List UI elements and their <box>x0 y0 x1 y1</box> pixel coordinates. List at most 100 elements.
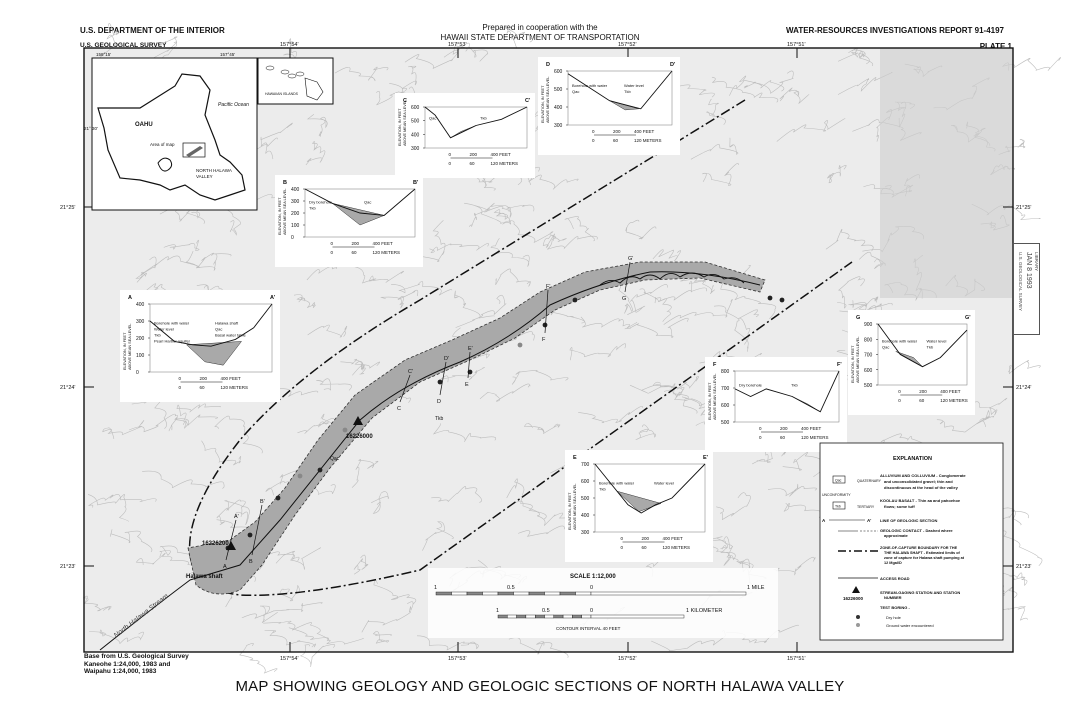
contour-line <box>216 499 246 526</box>
inset-latitude: 21° 30' <box>84 126 98 131</box>
y-tick-label: 100 <box>291 223 300 229</box>
section-annotation: Water level <box>927 338 947 343</box>
terrain-shade <box>880 48 1013 298</box>
ground-water-icon <box>856 623 860 627</box>
contour-line <box>305 141 326 166</box>
dry-hole-boring-icon <box>572 297 578 303</box>
base-credit: Base from U.S. Geological Survey Kaneohe… <box>84 653 189 676</box>
contour-line <box>690 137 739 160</box>
map-title: MAP SHOWING GEOLOGY AND GEOLOGIC SECTION… <box>235 678 845 695</box>
section-line <box>399 374 411 403</box>
section-annotation: Tkb <box>927 344 934 349</box>
section-line-description: LINE OF GEOLOGIC SECTION <box>880 518 937 523</box>
scale-label: 400 FEET <box>221 376 242 381</box>
y-tick-label: 700 <box>721 386 730 392</box>
scale-label: 0 <box>449 161 452 166</box>
section-panel <box>275 175 423 267</box>
y-axis-label: ELEVATION, IN FEET <box>708 382 712 420</box>
basalt-description: flows; some tuff <box>884 504 915 509</box>
contour-line <box>455 294 507 328</box>
section-annotation: Pearl Harbor aquifer <box>154 338 191 343</box>
scale-label: 60 <box>919 398 925 403</box>
contour-line <box>625 219 657 240</box>
y-tick-label: 200 <box>291 211 300 217</box>
y-tick-label: 600 <box>581 479 590 485</box>
road-description: ACCESS ROAD <box>880 576 910 581</box>
hawaiian-islands-label: HAWAIIAN ISLANDS <box>265 92 299 96</box>
basalt-description: KOOLAU BASALT - Thin aa and pahoehoe <box>880 498 961 503</box>
credit-line: Waipahu 1:24,000, 1983 <box>84 668 157 675</box>
contour-line <box>109 529 153 553</box>
north-halawa-stream <box>99 271 761 651</box>
contour-line <box>617 282 633 314</box>
section-annotation: Tkb <box>791 382 798 387</box>
contour-line <box>380 289 419 309</box>
scale-label: 0 <box>331 250 334 255</box>
explanation-title: EXPLANATION <box>893 456 932 462</box>
station-number-label: 16226200 <box>202 541 229 547</box>
contour-line <box>716 492 751 521</box>
oahu-label: OAHU <box>135 122 153 128</box>
halawa-shaft-label: Halawa shaft <box>186 574 223 580</box>
section-annotation: Qac <box>429 115 436 120</box>
y-axis-label: ELEVATION, IN FEET <box>541 85 545 123</box>
y-axis-label: ABOVE MEAN SEA LEVEL <box>546 77 550 123</box>
latitude-label: 21°24' <box>60 385 76 391</box>
section-plot-frame <box>424 106 528 149</box>
longitude-label: 157°54' <box>280 42 299 48</box>
contour-line <box>837 72 893 95</box>
contour-line <box>99 23 120 58</box>
contour-line <box>713 305 749 352</box>
station-description: STREAM-GAGING STATION AND STATION <box>880 590 960 595</box>
contour-line <box>443 42 489 62</box>
scale-segment <box>575 591 592 596</box>
dry-hole-boring-icon <box>275 495 281 501</box>
contour-line <box>468 202 510 227</box>
section-endpoint-label: F <box>713 362 717 368</box>
scale-segment <box>497 591 514 596</box>
scale-segment <box>513 591 530 596</box>
section-annotation: Qac <box>215 326 222 331</box>
section-panel <box>848 310 975 415</box>
contour-line <box>429 243 489 253</box>
mile-label: 1 <box>434 585 437 591</box>
y-tick-label: 500 <box>411 119 420 125</box>
contour-line <box>168 414 218 432</box>
section-plot-frame <box>567 70 673 126</box>
y-tick-label: 600 <box>554 69 563 75</box>
big-island-outline <box>304 77 324 101</box>
map-border <box>83 47 1014 653</box>
contour-line <box>1008 360 1041 375</box>
map-scale: SCALE 1:12,000 1 0.5 0 1 MILE 1 0.5 0 1 KILOMETE… <box>428 568 778 638</box>
longitude-label: 157°54' <box>280 656 299 662</box>
ground-profile <box>304 188 416 216</box>
contour-line <box>738 309 759 345</box>
dry-hole-boring-icon <box>542 322 548 328</box>
section-endpoint-label: D <box>546 62 550 68</box>
stream-gaging-station-icon <box>353 416 363 425</box>
section-line <box>251 504 263 556</box>
section-annotation: Qac <box>882 344 889 349</box>
y-tick-label: 300 <box>136 319 145 325</box>
swatch-label: Qac <box>835 479 842 483</box>
scale-segment <box>528 591 545 596</box>
scale-segment <box>482 591 499 596</box>
section-annotation: Tkb <box>599 486 606 491</box>
pearl-harbor-outline <box>157 157 173 172</box>
coop-line-1: Prepared in cooperation with the <box>482 23 598 32</box>
section-point-label: E <box>465 382 469 388</box>
dry-hole-boring-icon <box>779 297 785 303</box>
contour-line <box>259 605 278 624</box>
contour-line <box>971 397 1008 416</box>
contour-line <box>547 234 598 250</box>
ground-profile <box>594 463 706 514</box>
contour-line <box>848 47 870 65</box>
contour-line <box>351 459 379 488</box>
y-tick-label: 800 <box>721 369 730 375</box>
scale-label: 400 FEET <box>373 241 394 246</box>
section-annotation: Dry borehole <box>309 199 333 204</box>
scale-segment <box>559 591 576 596</box>
contour-line <box>439 367 485 383</box>
inset-hawaii-frame <box>257 57 334 105</box>
